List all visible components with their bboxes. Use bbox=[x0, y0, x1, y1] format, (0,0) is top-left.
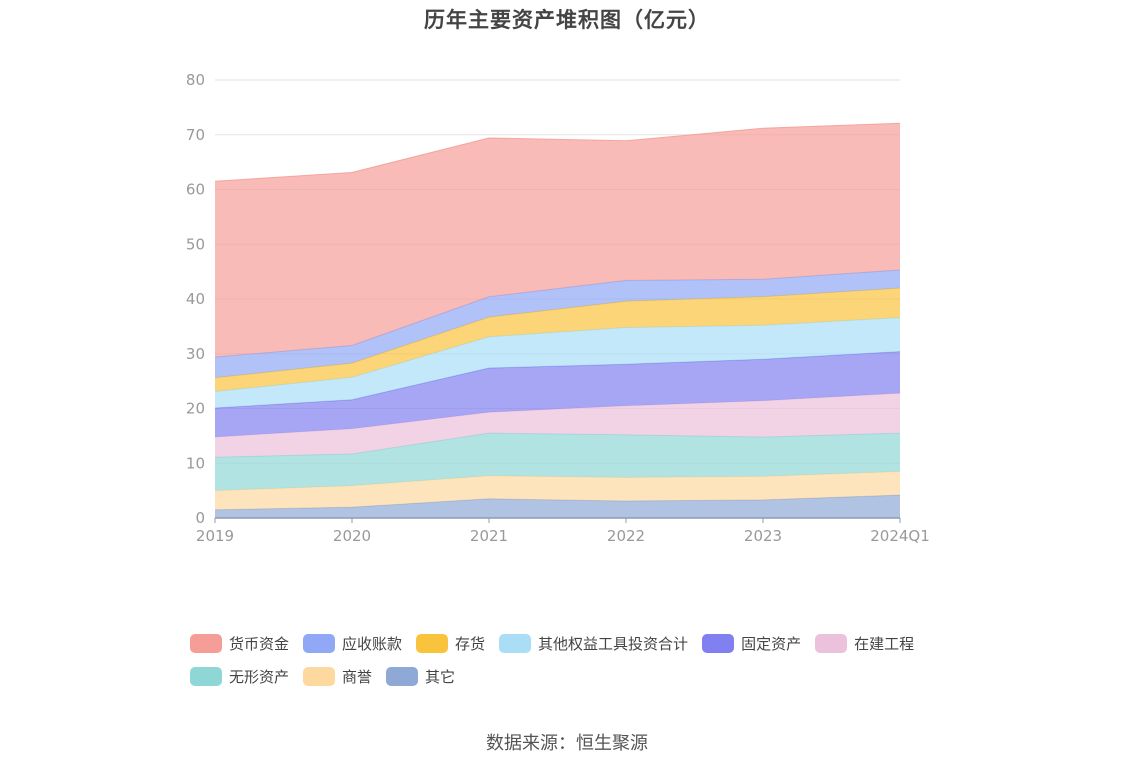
y-tick-label: 0 bbox=[195, 509, 205, 527]
legend-swatch bbox=[303, 666, 336, 686]
legend-item[interactable]: 商誉 bbox=[303, 666, 372, 687]
legend-label: 在建工程 bbox=[854, 634, 915, 653]
legend-row: 无形资产 商誉 其它 bbox=[190, 665, 990, 687]
y-tick-label: 80 bbox=[186, 71, 205, 89]
legend-swatch bbox=[815, 633, 848, 653]
legend-label: 应收账款 bbox=[342, 634, 403, 653]
legend-swatch bbox=[416, 633, 449, 653]
legend-label: 其它 bbox=[425, 667, 456, 686]
x-tick-label: 2024Q1 bbox=[870, 527, 930, 545]
legend-swatch bbox=[190, 666, 222, 686]
series-area bbox=[215, 495, 900, 518]
legend-item[interactable]: 无形资产 bbox=[190, 666, 289, 687]
chart-legend: 货币资金 应收账款 存货 其他权益工具投资合计 固定资产 在建工程 无形资产 商誉 其它 bbox=[190, 632, 990, 698]
x-tick-label: 2019 bbox=[196, 527, 234, 545]
x-tick-label: 2023 bbox=[744, 527, 782, 545]
legend-item[interactable]: 在建工程 bbox=[815, 633, 914, 654]
series-area bbox=[215, 471, 900, 510]
series-line bbox=[214, 432, 901, 458]
legend-label: 商誉 bbox=[342, 667, 373, 686]
stacked-area-chart: 0 10 20 30 40 50 60 70 80 2019 2020 2021 2022 2023 202… bbox=[186, 71, 930, 545]
legend-label: 固定资产 bbox=[741, 634, 802, 653]
data-source: 数据来源：恒生聚源 bbox=[486, 733, 648, 754]
y-tick-label: 50 bbox=[186, 235, 205, 253]
series-line bbox=[214, 122, 901, 182]
legend-swatch bbox=[386, 666, 419, 686]
series-area bbox=[215, 288, 900, 392]
legend-label: 货币资金 bbox=[229, 634, 290, 653]
series-area bbox=[215, 270, 900, 378]
legend-item[interactable]: 货币资金 bbox=[190, 633, 289, 654]
legend-row: 货币资金 应收账款 存货 其他权益工具投资合计 固定资产 在建工程 bbox=[190, 632, 990, 654]
legend-swatch bbox=[303, 633, 336, 653]
y-tick-label: 70 bbox=[186, 126, 205, 144]
y-tick-label: 60 bbox=[186, 181, 205, 199]
x-tick-label: 2022 bbox=[607, 527, 645, 545]
legend-item[interactable]: 存货 bbox=[416, 633, 485, 654]
legend-item[interactable]: 应收账款 bbox=[303, 633, 402, 654]
y-tick-label: 40 bbox=[186, 290, 205, 308]
x-tick-label: 2021 bbox=[470, 527, 508, 545]
legend-swatch bbox=[702, 633, 735, 653]
series-area bbox=[215, 351, 900, 437]
series-area bbox=[215, 123, 900, 357]
y-tick-label: 10 bbox=[186, 454, 205, 472]
legend-item[interactable]: 其他权益工具投资合计 bbox=[499, 633, 688, 654]
chart-title: 历年主要资产堆积图（亿元） bbox=[424, 8, 710, 32]
y-tick-label: 30 bbox=[186, 345, 205, 363]
x-tick-label: 2020 bbox=[333, 527, 371, 545]
y-tick-label: 20 bbox=[186, 400, 205, 418]
legend-swatch bbox=[190, 633, 222, 653]
legend-label: 无形资产 bbox=[229, 667, 290, 686]
series-area bbox=[215, 393, 900, 458]
series-area bbox=[215, 433, 900, 491]
legend-swatch bbox=[499, 633, 532, 653]
legend-label: 存货 bbox=[455, 634, 486, 653]
legend-label: 其他权益工具投资合计 bbox=[538, 634, 689, 653]
series-area bbox=[215, 317, 900, 408]
legend-item[interactable]: 其它 bbox=[386, 666, 455, 687]
legend-item[interactable]: 固定资产 bbox=[702, 633, 801, 654]
